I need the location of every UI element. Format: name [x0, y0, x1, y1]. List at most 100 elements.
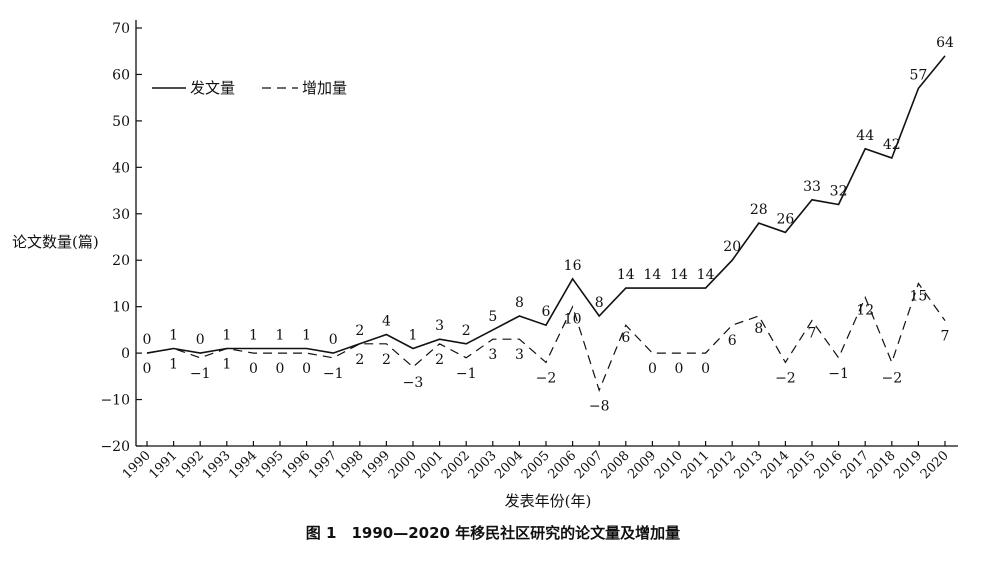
x-tick-label: 2002: [439, 448, 473, 482]
data-label-increase: 12: [856, 302, 874, 318]
x-tick-label: 2013: [732, 448, 766, 482]
data-label-publications: 14: [670, 267, 688, 283]
x-tick-label: 1995: [253, 448, 287, 482]
data-label-publications: 1: [249, 327, 258, 343]
data-label-publications: 32: [830, 183, 848, 199]
data-label-increase: 7: [941, 329, 950, 345]
data-label-increase: 1: [222, 356, 231, 372]
data-label-publications: 26: [776, 211, 794, 227]
data-label-increase: 3: [515, 347, 524, 363]
y-tick-label: 70: [112, 21, 130, 37]
data-label-publications: 5: [488, 309, 497, 325]
data-label-publications: 14: [617, 267, 635, 283]
data-label-increase: 8: [754, 321, 763, 337]
data-label-publications: 1: [222, 327, 231, 343]
data-label-increase: −2: [775, 370, 796, 386]
x-tick-label: 2010: [652, 448, 686, 482]
data-label-publications: 0: [143, 332, 152, 348]
data-label-increase: 0: [648, 361, 657, 377]
data-label-publications: 16: [564, 258, 582, 274]
data-label-increase: 0: [249, 361, 258, 377]
data-label-publications: 44: [856, 128, 874, 144]
x-tick-label: 2008: [599, 448, 633, 482]
data-label-increase: 2: [382, 352, 391, 368]
axes: [135, 20, 958, 447]
data-label-increase: 0: [302, 361, 311, 377]
x-tick-label: 2009: [625, 448, 659, 482]
x-axis-label: 发表年份(年): [505, 492, 592, 510]
data-label-publications: 42: [883, 137, 901, 153]
data-label-increase: 2: [435, 352, 444, 368]
data-label-publications: 8: [595, 295, 604, 311]
data-label-publications: 8: [515, 295, 524, 311]
data-label-publications: 1: [409, 327, 418, 343]
data-label-publications: 1: [276, 327, 285, 343]
data-label-increase: 0: [701, 361, 710, 377]
y-tick-label: 30: [112, 207, 130, 223]
x-tick-label: 1996: [279, 448, 313, 482]
data-label-increase: −2: [881, 370, 902, 386]
data-label-publications: 28: [750, 202, 768, 218]
data-label-increase: −1: [323, 366, 344, 382]
data-label-publications: 2: [462, 323, 471, 339]
x-tick-label: 2016: [811, 448, 845, 482]
data-label-increase: −1: [190, 366, 211, 382]
y-tick-label: 0: [121, 346, 130, 362]
data-label-publications: 4: [382, 314, 391, 330]
x-tick-label: 2001: [412, 448, 446, 482]
x-tick-label: 2011: [678, 448, 712, 482]
series-line-increase: [146, 282, 946, 393]
data-label-publications: 2: [355, 323, 364, 339]
x-tick-label: 1992: [173, 448, 207, 482]
x-tick-label: 2005: [519, 448, 553, 482]
data-label-publications: 64: [936, 35, 954, 51]
y-tick-label: 60: [112, 67, 130, 83]
y-tick-label: 10: [112, 300, 130, 316]
data-label-publications: 14: [697, 267, 715, 283]
x-tick-label: 1993: [200, 448, 234, 482]
data-label-publications: 0: [329, 332, 338, 348]
data-label-increase: −1: [828, 366, 849, 382]
x-tick-label: 2003: [466, 448, 500, 482]
data-label-publications: 20: [723, 239, 741, 255]
data-label-increase: −8: [589, 398, 610, 414]
y-tick-label: 20: [112, 253, 130, 269]
data-label-publications: 1: [302, 327, 311, 343]
y-tick-label: −10: [100, 393, 130, 409]
data-label-increase: 0: [143, 361, 152, 377]
data-label-increase: 7: [808, 326, 817, 342]
data-label-publications: 1: [169, 327, 178, 343]
x-tick-label: 2000: [386, 448, 420, 482]
y-tick-label: 40: [112, 160, 130, 176]
data-label-increase: −1: [456, 366, 477, 382]
x-tick-label: 2015: [785, 448, 819, 482]
data-label-publications: 6: [542, 304, 551, 320]
data-label-increase: 3: [488, 347, 497, 363]
x-tick-label: 2014: [758, 448, 792, 482]
legend-label-increase: 增加量: [302, 79, 347, 97]
x-tick-label: 2004: [492, 448, 526, 482]
legend: 发文量 增加量: [152, 79, 347, 97]
y-axis-label: 论文数量(篇): [12, 233, 99, 251]
x-tick-label: 2017: [838, 448, 872, 482]
data-label-publications: 3: [435, 318, 444, 334]
data-label-increase: 10: [564, 312, 582, 328]
legend-label-publications: 发文量: [190, 79, 235, 97]
y-tick-label: 50: [112, 114, 130, 130]
x-tick-label: 2007: [572, 448, 606, 482]
data-label-publications: 57: [909, 67, 927, 83]
x-tick-label: 2018: [865, 448, 899, 482]
x-tick-label: 1999: [359, 448, 393, 482]
x-tick-label: 1997: [306, 448, 340, 482]
x-tick-label: 1994: [226, 448, 260, 482]
data-label-increase: 6: [621, 330, 630, 346]
data-label-increase: 0: [675, 361, 684, 377]
x-tick-label: 2020: [918, 448, 952, 482]
data-label-publications: 33: [803, 179, 821, 195]
x-ticks: 1990199119921993199419951996199719981999…: [120, 441, 952, 482]
x-tick-label: 2006: [545, 448, 579, 482]
x-tick-label: 1991: [146, 448, 180, 482]
x-tick-label: 2012: [705, 448, 739, 482]
